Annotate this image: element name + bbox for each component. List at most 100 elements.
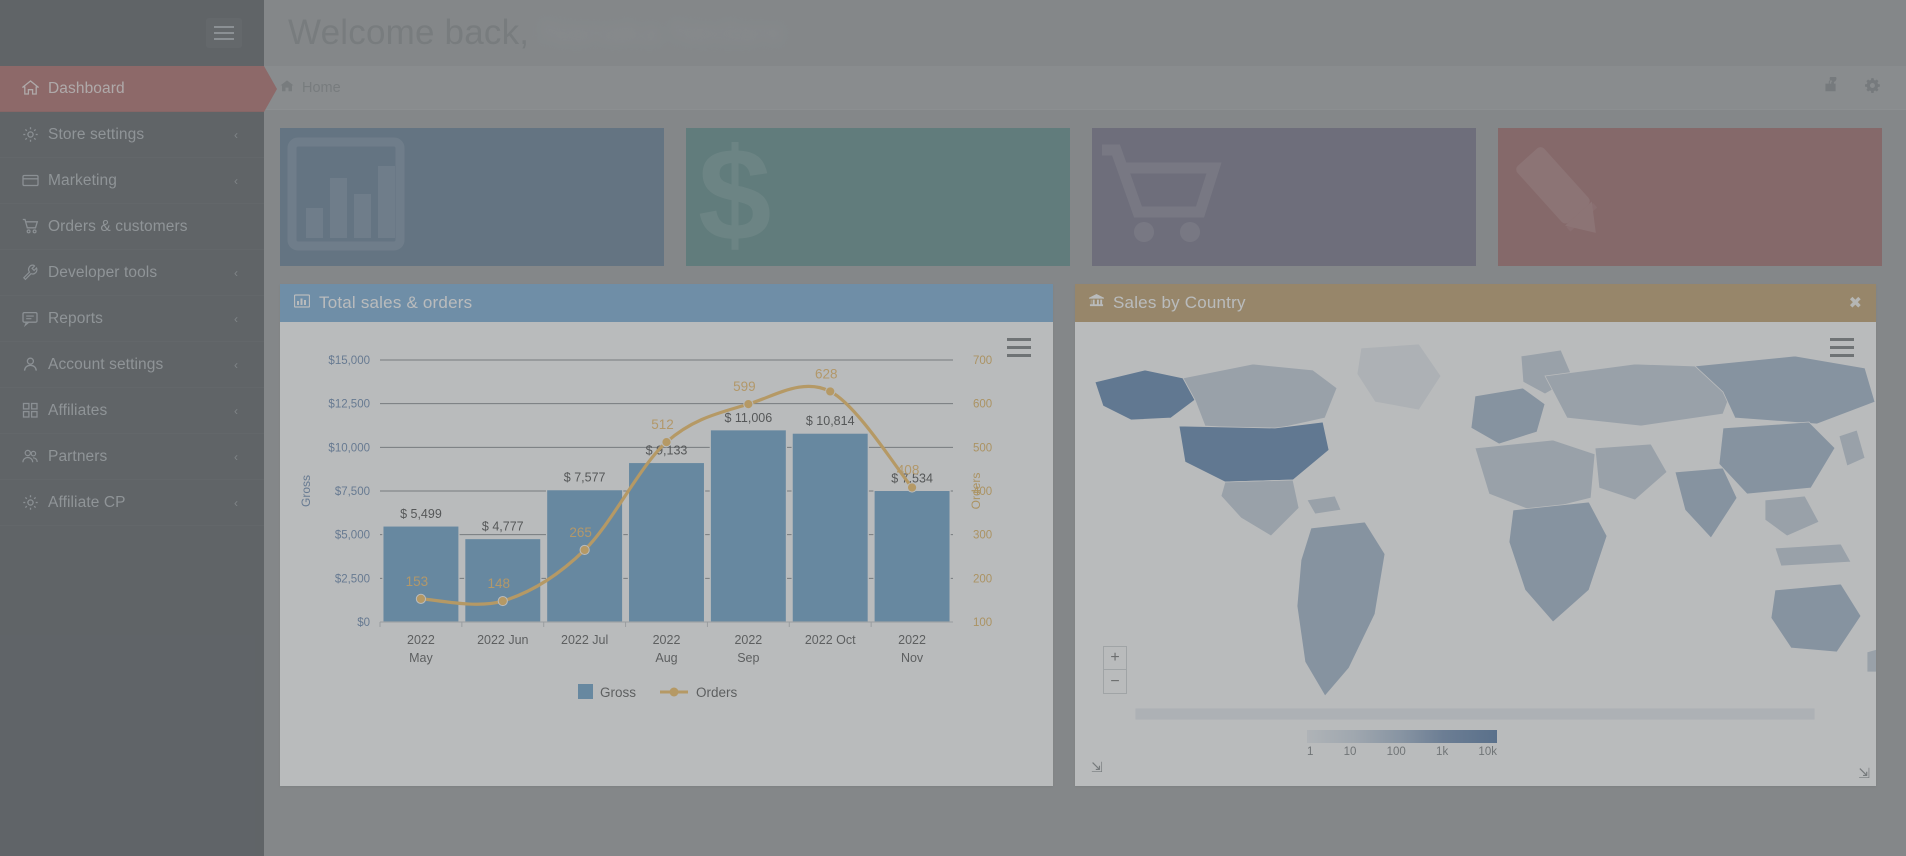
map-region-new-zealand[interactable]	[1866, 647, 1884, 673]
sidebar-nav: Dashboard Store settings ‹ Marketing ‹ Orders…	[0, 66, 277, 526]
breadcrumb-home-label[interactable]: Home	[302, 79, 341, 96]
kpi-card-total-sales[interactable]	[280, 128, 664, 266]
wrench-icon	[22, 264, 48, 281]
shopping-cart-icon	[1098, 136, 1226, 262]
kpi-card-subscriptions[interactable]	[1498, 128, 1882, 266]
unlock-icon[interactable]	[1822, 74, 1839, 99]
world-map[interactable]	[1075, 322, 1884, 722]
sidebar-item-account-settings[interactable]: Account settings ‹	[0, 342, 264, 388]
sidebar-item-developer-tools[interactable]: Developer tools ‹	[0, 250, 264, 296]
bar-2022-Oct[interactable]	[791, 432, 869, 623]
sidebar-item-affiliates[interactable]: Affiliates ‹	[0, 388, 264, 434]
map-region-japan[interactable]	[1838, 429, 1866, 467]
bar-2022-Aug[interactable]	[627, 461, 706, 623]
map-region-united-states[interactable]	[1178, 421, 1330, 483]
total-sales-orders-panel: Total sales & orders $0 $2,500 $5,000 $7,50…	[280, 284, 1053, 786]
svg-text:2022 Oct: 2022 Oct	[805, 633, 856, 647]
panel-row: Total sales & orders $0 $2,500 $5,000 $7,50…	[264, 266, 1906, 786]
map-zoom-out-button[interactable]: −	[1103, 670, 1127, 694]
sales-panel-header: Total sales & orders	[280, 284, 1053, 322]
orders-point[interactable]	[661, 436, 672, 448]
map-region-southeast-asia[interactable]	[1764, 495, 1820, 537]
orders-point[interactable]	[415, 593, 427, 604]
map-panel-title: Sales by Country	[1113, 293, 1246, 312]
ctx-bar-3	[1007, 354, 1031, 357]
sidebar-item-label: Dashboard	[48, 79, 125, 97]
menu-toggle-button[interactable]	[206, 18, 242, 48]
gear-icon	[22, 494, 48, 511]
bar-label: $ 4,777	[482, 520, 524, 534]
x-axis-tick: 2022 Nov	[898, 633, 926, 665]
orders-point[interactable]	[743, 399, 754, 410]
bar-label: $ 5,499	[400, 507, 442, 521]
bank-icon	[1089, 293, 1104, 313]
sidebar-item-marketing[interactable]: Marketing ‹	[0, 158, 264, 204]
y2-axis-tick: 700	[973, 355, 992, 367]
map-region-china[interactable]	[1718, 421, 1836, 495]
svg-text:May: May	[409, 651, 433, 665]
welcome-bar: Welcome back, Nanaka Nedare	[264, 0, 1906, 66]
map-region-africa[interactable]	[1508, 501, 1608, 623]
map-region-north-africa[interactable]	[1474, 439, 1596, 513]
svg-text:Nov: Nov	[901, 651, 924, 665]
map-region-alaska[interactable]	[1094, 369, 1196, 421]
map-region-australia[interactable]	[1770, 583, 1862, 653]
map-region-south-america[interactable]	[1296, 521, 1386, 697]
bar-2022-Sep[interactable]	[709, 429, 788, 623]
sidebar-item-label: Affiliates	[48, 401, 108, 419]
map-region-caribbean[interactable]	[1306, 495, 1342, 515]
y2-axis-tick: 200	[973, 573, 992, 585]
welcome-prefix: Welcome back,	[288, 13, 530, 52]
y2-axis-tick: 100	[973, 617, 992, 629]
sidebar-item-label: Developer tools	[48, 263, 158, 281]
legend-label-gross[interactable]: Gross	[600, 685, 636, 700]
breadcrumb[interactable]: Home	[280, 79, 341, 97]
bar-2022-Jul[interactable]	[545, 489, 624, 623]
kpi-card-orders[interactable]	[1092, 128, 1476, 266]
orders-label: 153	[406, 574, 429, 589]
chevron-left-icon: ‹	[234, 127, 238, 142]
map-context-menu-button[interactable]	[1830, 338, 1854, 357]
sales-chart-context-menu-button[interactable]	[1007, 338, 1031, 357]
map-region-indonesia[interactable]	[1774, 543, 1852, 567]
y-axis-title: Gross	[299, 475, 313, 507]
bar-2022-Nov[interactable]	[873, 489, 951, 623]
orders-point[interactable]	[825, 386, 836, 397]
y-axis-tick: $0	[357, 617, 370, 629]
breadcrumb-actions	[1822, 74, 1882, 99]
map-panel-header: Sales by Country ✖	[1075, 284, 1876, 322]
expand-icon[interactable]: ⇲	[1091, 759, 1103, 775]
sidebar-item-affiliate-cp[interactable]: Affiliate CP ‹	[0, 480, 264, 526]
sidebar-item-store-settings[interactable]: Store settings ‹	[0, 112, 264, 158]
sidebar-item-reports[interactable]: Reports ‹	[0, 296, 264, 342]
map-region-antarctica[interactable]	[1134, 707, 1816, 721]
legend-label-orders[interactable]: Orders	[696, 685, 738, 700]
sidebar-item-dashboard[interactable]: Dashboard	[0, 66, 277, 112]
map-region-greenland[interactable]	[1356, 343, 1442, 411]
gear-icon	[22, 126, 48, 143]
sidebar-item-orders-customers[interactable]: Orders & customers	[0, 204, 264, 250]
orders-point[interactable]	[906, 482, 918, 493]
comment-icon	[22, 310, 48, 327]
sidebar-item-label: Marketing	[48, 171, 117, 189]
map-region-mexico[interactable]	[1220, 479, 1300, 537]
map-region-middle-east[interactable]	[1594, 443, 1668, 501]
resize-handle-icon[interactable]: ⇲	[1858, 765, 1870, 781]
sidebar-item-label: Affiliate CP	[48, 493, 126, 511]
map-region-india[interactable]	[1674, 467, 1738, 539]
map-zoom-in-button[interactable]: +	[1103, 646, 1127, 670]
orders-point[interactable]	[579, 544, 590, 556]
sales-orders-chart: $0 $2,500 $5,000 $7,500 $10,000 $12,500 $15,00…	[299, 355, 992, 700]
gear-icon[interactable]	[1865, 77, 1882, 99]
chevron-left-icon: ‹	[234, 495, 238, 510]
map-panel-close-button[interactable]: ✖	[1848, 295, 1862, 312]
map-region-canada[interactable]	[1182, 363, 1338, 431]
map-zoom-controls: + −	[1103, 646, 1127, 694]
menu-bar-2	[214, 32, 234, 34]
sidebar-item-partners[interactable]: Partners ‹	[0, 434, 264, 480]
orders-point[interactable]	[497, 595, 508, 607]
sidebar: Dashboard Store settings ‹ Marketing ‹ Orders…	[0, 0, 277, 856]
ctx-bar-1	[1830, 338, 1854, 341]
map-region-western-europe[interactable]	[1470, 387, 1546, 445]
kpi-card-balance[interactable]: $	[686, 128, 1070, 266]
